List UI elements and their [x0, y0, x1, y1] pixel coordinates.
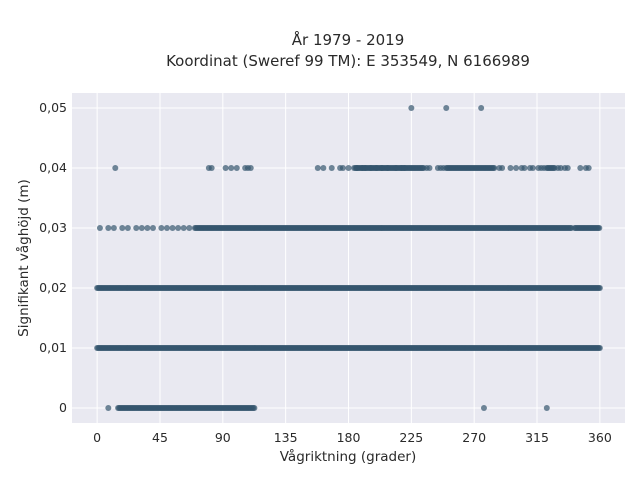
x-tick-label: 225 [399, 430, 423, 445]
chart-title-line1: År 1979 - 2019 [292, 30, 405, 49]
data-point [362, 165, 369, 171]
data-point [138, 225, 145, 231]
data-point [124, 225, 131, 231]
data-point [478, 105, 485, 111]
data-point [251, 405, 258, 411]
data-point [392, 165, 399, 171]
data-point [105, 405, 112, 411]
data-point [440, 165, 447, 171]
data-point [557, 165, 564, 171]
data-point [596, 285, 603, 291]
data-point [133, 225, 140, 231]
data-points [94, 105, 603, 411]
data-point [96, 225, 103, 231]
data-point [401, 165, 408, 171]
data-point [119, 225, 126, 231]
data-point [521, 165, 528, 171]
x-tick-labels: 0 45 90 135 180 225 270 315 360 [93, 430, 612, 445]
data-point [367, 165, 374, 171]
data-point [149, 225, 156, 231]
data-point [169, 225, 176, 231]
data-point [110, 225, 117, 231]
y-tick-label: 0,05 [39, 100, 67, 115]
data-point [596, 345, 603, 351]
x-tick-label: 180 [337, 430, 361, 445]
y-tick-label: 0,03 [39, 220, 67, 235]
y-tick-label: 0,02 [39, 280, 67, 295]
y-tick-label: 0,01 [39, 340, 67, 355]
data-point [112, 165, 119, 171]
x-tick-label: 270 [462, 430, 486, 445]
chart-title-line2: Koordinat (Sweref 99 TM): E 353549, N 61… [166, 52, 530, 70]
data-point [320, 165, 327, 171]
y-tick-label: 0,04 [39, 160, 67, 175]
data-point [426, 165, 433, 171]
data-point [564, 165, 571, 171]
data-point [339, 165, 346, 171]
x-tick-label: 0 [93, 430, 101, 445]
data-point [408, 105, 415, 111]
x-tick-label: 90 [215, 430, 231, 445]
x-tick-label: 45 [152, 430, 168, 445]
x-tick-label: 135 [274, 430, 298, 445]
data-point [585, 165, 592, 171]
data-point [596, 225, 603, 231]
data-point [541, 165, 548, 171]
x-tick-label: 315 [525, 430, 549, 445]
data-point [247, 165, 254, 171]
data-point [105, 225, 112, 231]
data-point [491, 165, 498, 171]
data-point [443, 105, 450, 111]
data-point [384, 165, 391, 171]
data-point [328, 165, 335, 171]
data-point [175, 225, 182, 231]
y-tick-labels: 0 0,01 0,02 0,03 0,04 0,05 [39, 100, 67, 415]
data-point [379, 165, 386, 171]
data-point [345, 165, 352, 171]
data-point [180, 225, 187, 231]
data-point [314, 165, 321, 171]
y-tick-label: 0 [59, 400, 67, 415]
data-point [513, 165, 520, 171]
data-point [163, 225, 170, 231]
data-point [186, 225, 193, 231]
data-point [233, 165, 240, 171]
x-tick-label: 360 [588, 430, 612, 445]
data-point [144, 225, 151, 231]
data-point [353, 165, 360, 171]
data-point [158, 225, 165, 231]
data-point [208, 165, 215, 171]
data-point [480, 405, 487, 411]
data-point [373, 165, 380, 171]
y-axis-label: Signifikant våghöjd (m) [15, 179, 32, 337]
data-point [499, 165, 506, 171]
x-axis-label: Vågriktning (grader) [280, 448, 417, 465]
data-point [529, 165, 536, 171]
data-point [543, 405, 550, 411]
data-point [228, 165, 235, 171]
data-point [507, 165, 514, 171]
data-point [577, 165, 584, 171]
data-point [222, 165, 229, 171]
